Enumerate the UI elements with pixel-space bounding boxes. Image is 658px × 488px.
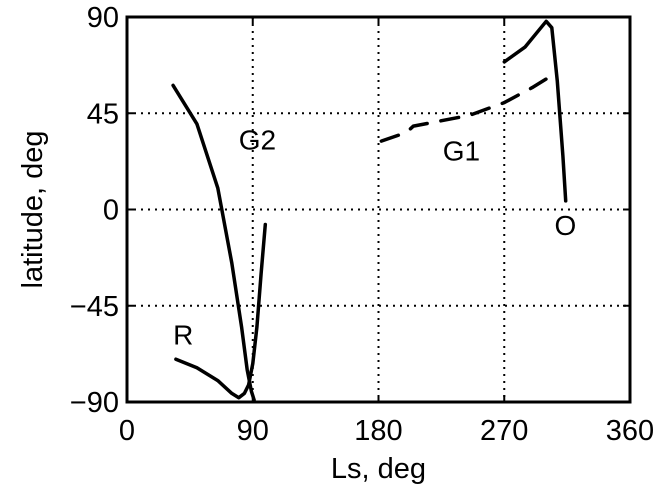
y-axis-label: latitude, deg — [17, 130, 49, 288]
ticks: 0 90 180 270 360 −90 −45 0 45 90 — [70, 2, 654, 447]
curve-label-o: O — [555, 210, 577, 241]
x-tick-label: 90 — [237, 415, 269, 447]
x-tick-label: 0 — [119, 415, 135, 447]
y-tick-label: 45 — [87, 98, 119, 130]
y-tick-label: 90 — [87, 2, 119, 34]
series-line-o — [502, 19, 568, 203]
curve-label-g1: G1 — [443, 135, 480, 166]
series-line-g1 — [379, 77, 548, 143]
y-tick-label: −45 — [70, 291, 119, 323]
series-line-r — [174, 222, 268, 400]
curve-label-g2: G2 — [239, 125, 276, 156]
annotations: G2 G1 R O — [173, 125, 576, 351]
series-line-g2 — [171, 83, 256, 402]
x-tick-label: 180 — [354, 415, 402, 447]
curve-label-r: R — [173, 319, 193, 350]
y-tick-label: 0 — [103, 195, 119, 227]
x-axis-label: Ls, deg — [331, 453, 426, 485]
series-lines — [171, 19, 568, 402]
grid-lines — [127, 17, 630, 402]
x-tick-label: 360 — [606, 415, 654, 447]
x-tick-label: 270 — [480, 415, 528, 447]
y-tick-label: −90 — [70, 387, 119, 419]
